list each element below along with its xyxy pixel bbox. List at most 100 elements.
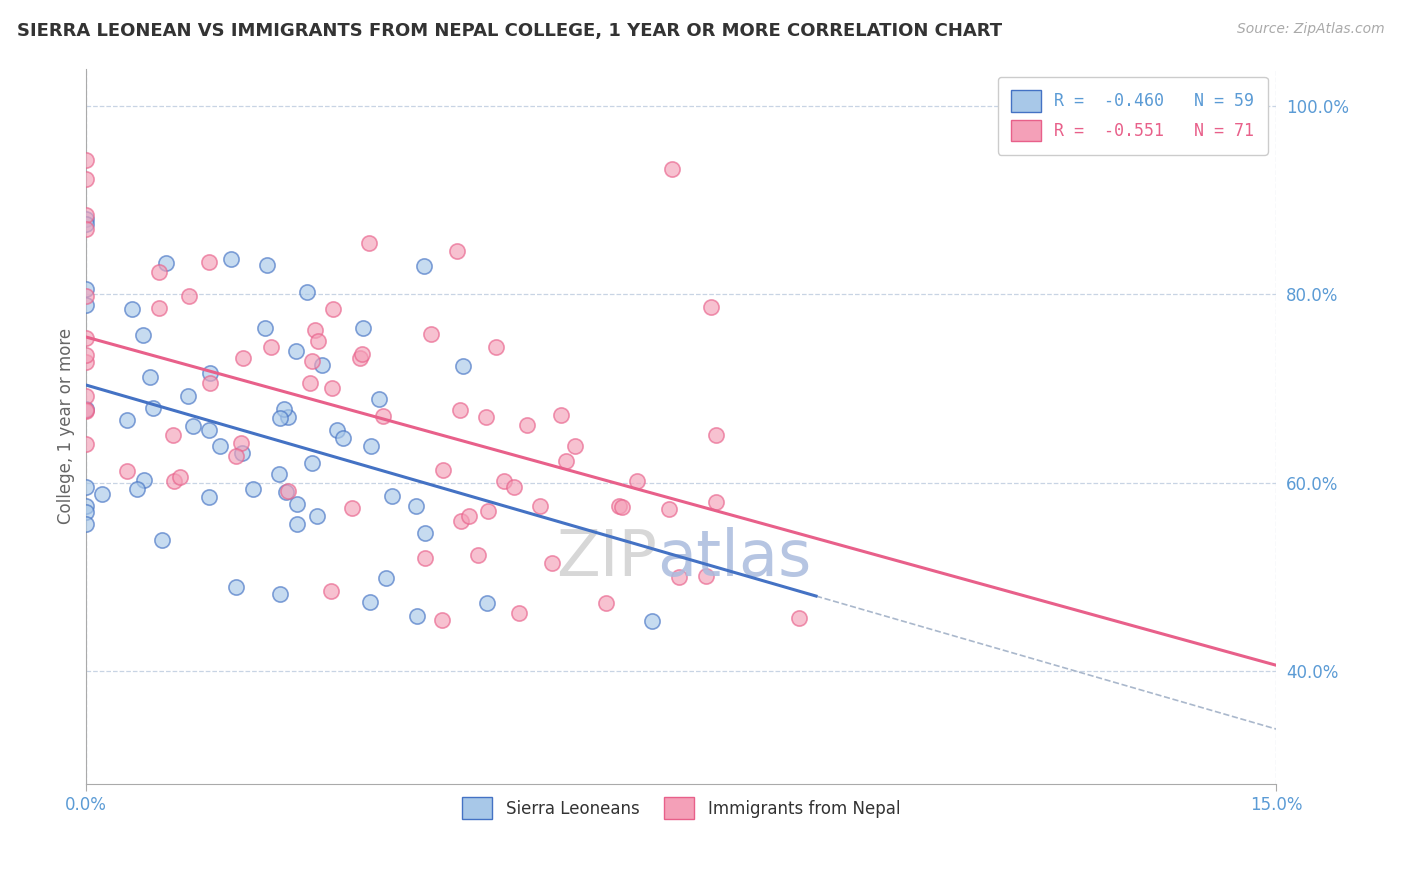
Point	[449, 403, 471, 417]
Point	[446, 244, 468, 258]
Point	[307, 334, 329, 348]
Point	[332, 431, 354, 445]
Point	[595, 596, 617, 610]
Point	[132, 328, 155, 343]
Point	[256, 258, 278, 272]
Point	[75, 172, 97, 186]
Point	[75, 499, 97, 513]
Point	[260, 340, 283, 354]
Point	[311, 358, 333, 372]
Legend: Sierra Leoneans, Immigrants from Nepal: Sierra Leoneans, Immigrants from Nepal	[456, 790, 907, 825]
Point	[457, 508, 479, 523]
Point	[75, 222, 97, 236]
Point	[115, 465, 138, 479]
Point	[225, 580, 247, 594]
Point	[658, 502, 681, 516]
Point	[554, 454, 576, 468]
Point	[276, 484, 298, 499]
Text: atlas: atlas	[658, 527, 811, 589]
Point	[349, 351, 371, 366]
Point	[357, 235, 380, 250]
Point	[295, 285, 318, 299]
Point	[502, 480, 524, 494]
Point	[232, 351, 254, 366]
Point	[75, 348, 97, 362]
Point	[181, 418, 204, 433]
Point	[198, 376, 221, 390]
Point	[273, 401, 295, 416]
Point	[277, 409, 299, 424]
Point	[285, 517, 308, 532]
Point	[148, 301, 170, 316]
Point	[75, 480, 97, 494]
Point	[200, 366, 222, 380]
Point	[75, 389, 97, 403]
Point	[641, 614, 664, 628]
Point	[485, 340, 508, 354]
Point	[219, 252, 242, 266]
Point	[326, 423, 349, 437]
Point	[432, 463, 454, 477]
Point	[550, 408, 572, 422]
Point	[789, 610, 811, 624]
Point	[169, 470, 191, 484]
Point	[307, 508, 329, 523]
Point	[375, 571, 398, 585]
Point	[231, 446, 253, 460]
Point	[450, 514, 472, 528]
Point	[340, 501, 363, 516]
Point	[467, 548, 489, 562]
Point	[477, 504, 499, 518]
Point	[475, 596, 498, 610]
Point	[75, 504, 97, 518]
Point	[695, 569, 717, 583]
Point	[413, 551, 436, 566]
Text: Source: ZipAtlas.com: Source: ZipAtlas.com	[1237, 22, 1385, 37]
Point	[360, 439, 382, 453]
Point	[75, 218, 97, 232]
Point	[121, 302, 143, 317]
Point	[225, 450, 247, 464]
Point	[301, 456, 323, 470]
Point	[661, 161, 683, 176]
Y-axis label: College, 1 year or more: College, 1 year or more	[58, 328, 75, 524]
Text: ZIP: ZIP	[557, 527, 658, 589]
Point	[75, 289, 97, 303]
Point	[321, 381, 343, 395]
Point	[75, 517, 97, 532]
Point	[163, 475, 186, 489]
Point	[208, 438, 231, 452]
Point	[155, 255, 177, 269]
Point	[564, 439, 586, 453]
Point	[285, 497, 308, 511]
Point	[75, 354, 97, 368]
Point	[352, 321, 374, 335]
Point	[115, 412, 138, 426]
Text: SIERRA LEONEAN VS IMMIGRANTS FROM NEPAL COLLEGE, 1 YEAR OR MORE CORRELATION CHAR: SIERRA LEONEAN VS IMMIGRANTS FROM NEPAL …	[17, 22, 1002, 40]
Point	[367, 392, 389, 406]
Point	[75, 208, 97, 222]
Point	[269, 587, 291, 601]
Point	[198, 255, 221, 269]
Point	[529, 499, 551, 513]
Point	[75, 404, 97, 418]
Point	[75, 402, 97, 417]
Point	[607, 500, 630, 514]
Point	[284, 343, 307, 358]
Point	[453, 359, 475, 373]
Point	[75, 402, 97, 417]
Point	[253, 320, 276, 334]
Point	[381, 489, 404, 503]
Point	[321, 584, 343, 599]
Point	[322, 301, 344, 316]
Point	[704, 427, 727, 442]
Point	[177, 389, 200, 403]
Point	[668, 569, 690, 583]
Point	[198, 423, 221, 437]
Point	[298, 376, 321, 390]
Point	[706, 495, 728, 509]
Point	[301, 353, 323, 368]
Point	[371, 409, 394, 423]
Point	[127, 482, 149, 496]
Point	[267, 467, 290, 481]
